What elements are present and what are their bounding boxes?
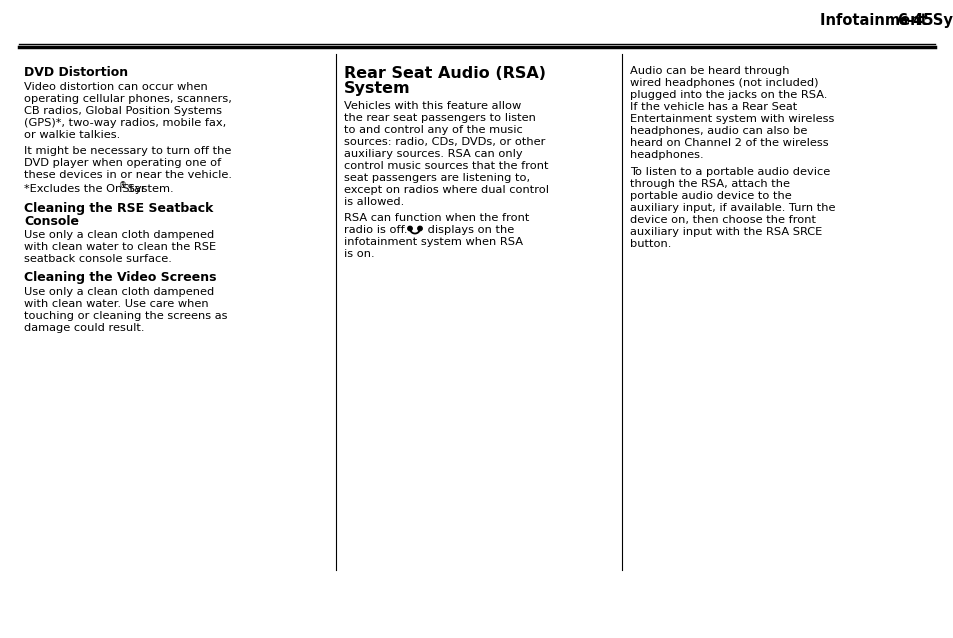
Text: or walkie talkies.: or walkie talkies.	[24, 130, 120, 140]
Text: wired headphones (not included): wired headphones (not included)	[629, 78, 818, 88]
Circle shape	[417, 226, 422, 231]
Text: seat passengers are listening to,: seat passengers are listening to,	[344, 173, 530, 183]
Text: seatback console surface.: seatback console surface.	[24, 254, 172, 264]
Text: CB radios, Global Position Systems: CB radios, Global Position Systems	[24, 106, 222, 116]
Text: Infotainment System: Infotainment System	[820, 13, 953, 28]
Text: RSA can function when the front: RSA can function when the front	[344, 213, 529, 223]
Text: is on.: is on.	[344, 249, 375, 259]
Text: System.: System.	[124, 184, 173, 194]
Text: System: System	[344, 82, 410, 96]
Text: plugged into the jacks on the RSA.: plugged into the jacks on the RSA.	[629, 90, 826, 100]
Text: 6-45: 6-45	[897, 13, 933, 28]
Text: Rear Seat Audio (RSA): Rear Seat Audio (RSA)	[344, 66, 545, 81]
Text: Video distortion can occur when: Video distortion can occur when	[24, 82, 208, 92]
Text: heard on Channel 2 of the wireless: heard on Channel 2 of the wireless	[629, 138, 828, 148]
Text: device on, then choose the front: device on, then choose the front	[629, 215, 815, 225]
Text: DVD player when operating one of: DVD player when operating one of	[24, 158, 221, 168]
Text: sources: radio, CDs, DVDs, or other: sources: radio, CDs, DVDs, or other	[344, 137, 545, 147]
Text: infotainment system when RSA: infotainment system when RSA	[344, 237, 522, 247]
Text: auxiliary input, if available. Turn the: auxiliary input, if available. Turn the	[629, 203, 835, 213]
Text: headphones, audio can also be: headphones, audio can also be	[629, 126, 806, 136]
Text: Cleaning the Video Screens: Cleaning the Video Screens	[24, 271, 216, 284]
Text: control music sources that the front: control music sources that the front	[344, 161, 548, 171]
Text: to and control any of the music: to and control any of the music	[344, 125, 522, 135]
Text: Use only a clean cloth dampened: Use only a clean cloth dampened	[24, 230, 214, 240]
Text: (GPS)*, two-way radios, mobile fax,: (GPS)*, two-way radios, mobile fax,	[24, 118, 226, 128]
Text: except on radios where dual control: except on radios where dual control	[344, 185, 548, 195]
Text: the rear seat passengers to listen: the rear seat passengers to listen	[344, 113, 536, 123]
Text: these devices in or near the vehicle.: these devices in or near the vehicle.	[24, 170, 232, 180]
Text: It might be necessary to turn off the: It might be necessary to turn off the	[24, 146, 232, 156]
Text: damage could result.: damage could result.	[24, 323, 144, 333]
Text: portable audio device to the: portable audio device to the	[629, 191, 791, 201]
Text: touching or cleaning the screens as: touching or cleaning the screens as	[24, 311, 227, 321]
Text: through the RSA, attach the: through the RSA, attach the	[629, 179, 789, 189]
Text: operating cellular phones, scanners,: operating cellular phones, scanners,	[24, 94, 232, 104]
Text: To listen to a portable audio device: To listen to a portable audio device	[629, 167, 829, 177]
Text: auxiliary sources. RSA can only: auxiliary sources. RSA can only	[344, 149, 522, 159]
Text: Vehicles with this feature allow: Vehicles with this feature allow	[344, 101, 520, 111]
Text: Cleaning the RSE Seatback: Cleaning the RSE Seatback	[24, 202, 213, 215]
Text: radio is off.: radio is off.	[344, 225, 411, 235]
Text: Use only a clean cloth dampened: Use only a clean cloth dampened	[24, 287, 214, 297]
Text: headphones.: headphones.	[629, 150, 703, 160]
Text: *Excludes the OnStar: *Excludes the OnStar	[24, 184, 146, 194]
Text: If the vehicle has a Rear Seat: If the vehicle has a Rear Seat	[629, 102, 797, 112]
Text: with clean water to clean the RSE: with clean water to clean the RSE	[24, 242, 216, 252]
Text: DVD Distortion: DVD Distortion	[24, 66, 128, 79]
Text: Console: Console	[24, 215, 79, 228]
Text: is allowed.: is allowed.	[344, 197, 404, 207]
Text: Entertainment system with wireless: Entertainment system with wireless	[629, 114, 834, 124]
Text: button.: button.	[629, 239, 671, 249]
Text: Audio can be heard through: Audio can be heard through	[629, 66, 789, 76]
Circle shape	[407, 226, 412, 231]
Text: with clean water. Use care when: with clean water. Use care when	[24, 299, 209, 309]
Text: auxiliary input with the RSA SRCE: auxiliary input with the RSA SRCE	[629, 227, 821, 237]
Text: ®: ®	[118, 181, 127, 191]
Text: displays on the: displays on the	[423, 225, 514, 235]
